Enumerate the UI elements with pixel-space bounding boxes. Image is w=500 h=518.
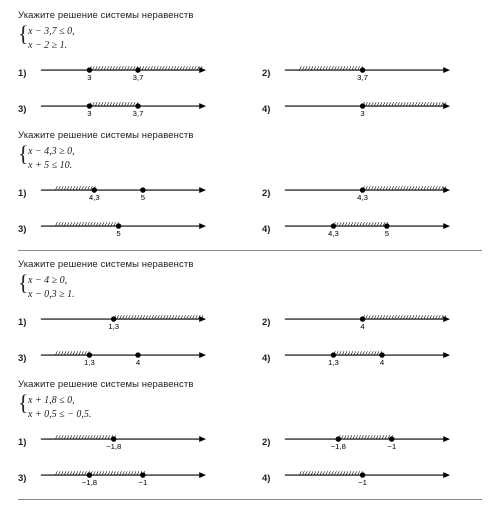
options-grid: 1)4,352)4,33)54)4,35 (18, 180, 482, 242)
answer-option[interactable]: 3)33,7 (18, 96, 238, 122)
inequality-system: x − 4,3 ≥ 0,x + 5 ≤ 10. (18, 145, 482, 172)
svg-text:3,7: 3,7 (133, 109, 144, 118)
inequality-system: x − 3,7 ≤ 0,x − 2 ≥ 1. (18, 25, 482, 52)
svg-text:4: 4 (136, 358, 141, 367)
number-line: −1,8 (36, 429, 206, 455)
number-line: 4,35 (36, 180, 206, 206)
inequality-line: x − 2 ≥ 1. (28, 39, 482, 53)
answer-option[interactable]: 4) 3 (262, 96, 482, 122)
option-number: 2) (262, 68, 280, 79)
svg-text:4,3: 4,3 (89, 193, 100, 202)
problem: Укажите решение системы неравенств x − 3,… (18, 10, 482, 122)
inequality-line: x − 3,7 ≤ 0, (28, 25, 482, 39)
answer-option[interactable]: 3) −1,8 −1 (18, 465, 238, 491)
svg-text:3,7: 3,7 (133, 73, 144, 82)
answer-option[interactable]: 4)1,34 (262, 345, 482, 371)
svg-text:−1,8: −1,8 (106, 442, 121, 451)
svg-text:5: 5 (116, 229, 120, 238)
svg-text:4,3: 4,3 (328, 229, 339, 238)
number-line: 5 (36, 216, 206, 242)
inequality-line: x + 1,8 ≤ 0, (28, 394, 482, 408)
svg-text:4: 4 (360, 322, 365, 331)
inequality-line: x − 0,3 ≥ 1. (28, 288, 482, 302)
problem: Укажите решение системы неравенств x − 4,… (18, 130, 482, 242)
prompt-text: Укажите решение системы неравенств (18, 379, 482, 390)
svg-text:−1,8: −1,8 (331, 442, 346, 451)
prompt-text: Укажите решение системы неравенств (18, 10, 482, 21)
section-divider (18, 499, 482, 500)
inequality-system: x − 4 ≥ 0,x − 0,3 ≥ 1. (18, 274, 482, 301)
answer-option[interactable]: 2) −1,8 −1 (262, 429, 482, 455)
answer-option[interactable]: 2) 4,3 (262, 180, 482, 206)
svg-text:3: 3 (360, 109, 364, 118)
inequality-line: x − 4 ≥ 0, (28, 274, 482, 288)
svg-text:5: 5 (385, 229, 389, 238)
option-number: 1) (18, 188, 36, 199)
inequality-line: x − 4,3 ≥ 0, (28, 145, 482, 159)
svg-text:3: 3 (87, 109, 91, 118)
answer-option[interactable]: 4) −1 (262, 465, 482, 491)
answer-option[interactable]: 3)1,34 (18, 345, 238, 371)
worksheet: Укажите решение системы неравенств x − 3,… (18, 10, 482, 500)
answer-option[interactable]: 1) 1,3 (18, 309, 238, 335)
problem: Укажите решение системы неравенств x + 1,… (18, 379, 482, 491)
answer-option[interactable]: 2) 3,7 (262, 60, 482, 86)
option-number: 4) (262, 473, 280, 484)
answer-option[interactable]: 3) 5 (18, 216, 238, 242)
option-number: 4) (262, 353, 280, 364)
svg-text:4: 4 (380, 358, 385, 367)
number-line: 33,7 (36, 96, 206, 122)
number-line: 1,34 (36, 345, 206, 371)
number-line: −1,8 −1 (280, 429, 450, 455)
inequality-system: x + 1,8 ≤ 0,x + 0,5 ≤ − 0,5. (18, 394, 482, 421)
svg-text:4,3: 4,3 (357, 193, 368, 202)
number-line: 4 (280, 309, 450, 335)
option-number: 2) (262, 188, 280, 199)
option-number: 2) (262, 437, 280, 448)
option-number: 3) (18, 104, 36, 115)
number-line: 4,35 (280, 216, 450, 242)
option-number: 1) (18, 317, 36, 328)
option-number: 1) (18, 437, 36, 448)
options-grid: 1)33,72)3,73)33,74)3 (18, 60, 482, 122)
svg-text:3,7: 3,7 (357, 73, 368, 82)
problem: Укажите решение системы неравенств x − 4 … (18, 259, 482, 371)
svg-text:−1,8: −1,8 (82, 478, 97, 487)
option-number: 1) (18, 68, 36, 79)
answer-option[interactable]: 1)4,35 (18, 180, 238, 206)
number-line: 4,3 (280, 180, 450, 206)
answer-option[interactable]: 1) −1,8 (18, 429, 238, 455)
svg-text:5: 5 (141, 193, 145, 202)
number-line: −1,8 −1 (36, 465, 206, 491)
prompt-text: Укажите решение системы неравенств (18, 259, 482, 270)
option-number: 2) (262, 317, 280, 328)
answer-option[interactable]: 1)33,7 (18, 60, 238, 86)
number-line: 33,7 (36, 60, 206, 86)
svg-text:1,3: 1,3 (328, 358, 339, 367)
number-line: 3 (280, 96, 450, 122)
number-line: 1,34 (280, 345, 450, 371)
svg-text:1,3: 1,3 (84, 358, 95, 367)
options-grid: 1) −1,8 2) −1,8 −1 3) −1,8 −1 4) −1 (18, 429, 482, 491)
option-number: 3) (18, 353, 36, 364)
inequality-line: x + 0,5 ≤ − 0,5. (28, 408, 482, 422)
option-number: 3) (18, 473, 36, 484)
option-number: 4) (262, 224, 280, 235)
svg-text:−1: −1 (358, 478, 367, 487)
svg-text:−1: −1 (138, 478, 147, 487)
number-line: −1 (280, 465, 450, 491)
section-divider (18, 250, 482, 251)
option-number: 3) (18, 224, 36, 235)
answer-option[interactable]: 2) 4 (262, 309, 482, 335)
inequality-line: x + 5 ≤ 10. (28, 159, 482, 173)
answer-option[interactable]: 4)4,35 (262, 216, 482, 242)
number-line: 1,3 (36, 309, 206, 335)
prompt-text: Укажите решение системы неравенств (18, 130, 482, 141)
svg-text:−1: −1 (387, 442, 396, 451)
option-number: 4) (262, 104, 280, 115)
svg-text:3: 3 (87, 73, 91, 82)
number-line: 3,7 (280, 60, 450, 86)
options-grid: 1)1,32)43)1,344)1,34 (18, 309, 482, 371)
svg-text:1,3: 1,3 (108, 322, 119, 331)
